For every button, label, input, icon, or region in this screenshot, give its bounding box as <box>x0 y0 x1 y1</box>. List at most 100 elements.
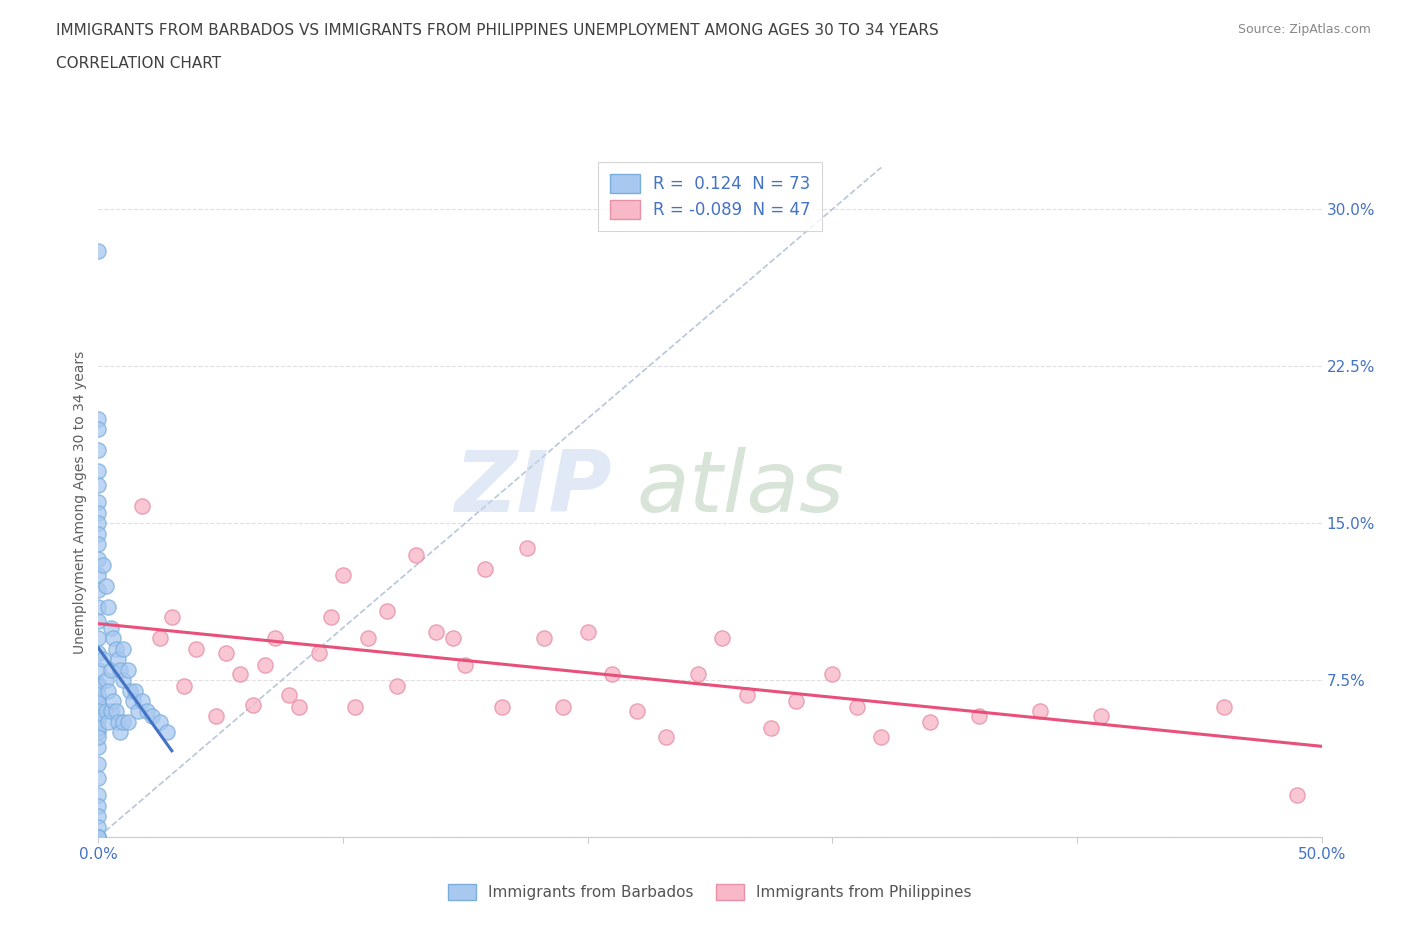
Point <box>97 600 120 615</box>
Point <box>711 631 734 645</box>
Point <box>87 712 110 727</box>
Point <box>87 809 110 824</box>
Point <box>441 631 464 645</box>
Y-axis label: Unemployment Among Ages 30 to 34 years: Unemployment Among Ages 30 to 34 years <box>73 351 87 654</box>
Point <box>332 568 354 583</box>
Point <box>87 696 110 711</box>
Point <box>87 443 110 458</box>
Point <box>205 709 228 724</box>
Point <box>253 658 276 673</box>
Point <box>91 558 114 573</box>
Point <box>101 694 124 709</box>
Point <box>87 788 110 803</box>
Point <box>94 672 117 687</box>
Point <box>87 798 110 813</box>
Point <box>91 652 114 667</box>
Point <box>1286 788 1309 803</box>
Point <box>87 721 110 736</box>
Point <box>100 620 122 635</box>
Point <box>100 662 122 677</box>
Point <box>117 714 139 729</box>
Point <box>87 687 110 702</box>
Point <box>87 537 110 551</box>
Point <box>1212 700 1234 715</box>
Point <box>111 714 134 729</box>
Point <box>474 562 496 577</box>
Point <box>87 421 110 436</box>
Point <box>600 667 623 682</box>
Point <box>87 614 110 629</box>
Point <box>425 625 447 640</box>
Point <box>87 830 110 844</box>
Point <box>491 700 513 715</box>
Point <box>263 631 285 645</box>
Point <box>94 578 117 593</box>
Point <box>785 694 807 709</box>
Point <box>149 714 172 729</box>
Point <box>385 679 408 694</box>
Point <box>344 700 367 715</box>
Point <box>87 463 110 478</box>
Point <box>87 582 110 598</box>
Point <box>136 704 159 719</box>
Point <box>104 704 127 719</box>
Point <box>87 495 110 510</box>
Point <box>1029 704 1052 719</box>
Point <box>920 714 942 729</box>
Point <box>454 658 477 673</box>
Point <box>173 679 195 694</box>
Point <box>124 683 146 698</box>
Point <box>87 830 110 844</box>
Point <box>87 568 110 583</box>
Point <box>97 714 120 729</box>
Point <box>87 478 110 493</box>
Point <box>308 645 330 660</box>
Point <box>156 725 179 740</box>
Point <box>87 725 110 740</box>
Point <box>242 698 264 712</box>
Point <box>655 729 678 744</box>
Point <box>87 600 110 615</box>
Point <box>576 625 599 640</box>
Point <box>127 704 149 719</box>
Point <box>87 677 110 692</box>
Point <box>141 709 163 724</box>
Point <box>686 667 709 682</box>
Point <box>87 771 110 786</box>
Point <box>104 642 127 657</box>
Point <box>87 704 110 719</box>
Point <box>405 547 427 562</box>
Point <box>87 645 110 660</box>
Point <box>735 687 758 702</box>
Point <box>107 652 129 667</box>
Point <box>149 631 172 645</box>
Point <box>356 631 378 645</box>
Point <box>821 667 844 682</box>
Point <box>111 642 134 657</box>
Point <box>160 610 183 625</box>
Point <box>87 631 110 645</box>
Text: IMMIGRANTS FROM BARBADOS VS IMMIGRANTS FROM PHILIPPINES UNEMPLOYMENT AMONG AGES : IMMIGRANTS FROM BARBADOS VS IMMIGRANTS F… <box>56 23 939 38</box>
Point <box>131 499 153 514</box>
Point <box>120 683 142 698</box>
Text: Source: ZipAtlas.com: Source: ZipAtlas.com <box>1237 23 1371 36</box>
Point <box>94 704 117 719</box>
Point <box>121 694 143 709</box>
Point <box>107 714 129 729</box>
Point <box>288 700 311 715</box>
Point <box>131 694 153 709</box>
Point <box>186 642 208 657</box>
Point <box>278 687 301 702</box>
Point <box>87 729 110 744</box>
Point <box>533 631 555 645</box>
Point <box>845 700 868 715</box>
Point <box>87 526 110 541</box>
Point <box>1090 709 1112 724</box>
Point <box>100 704 122 719</box>
Point <box>87 694 110 709</box>
Point <box>626 704 648 719</box>
Point <box>87 516 110 531</box>
Point <box>319 610 342 625</box>
Point <box>87 819 110 834</box>
Point <box>110 662 132 677</box>
